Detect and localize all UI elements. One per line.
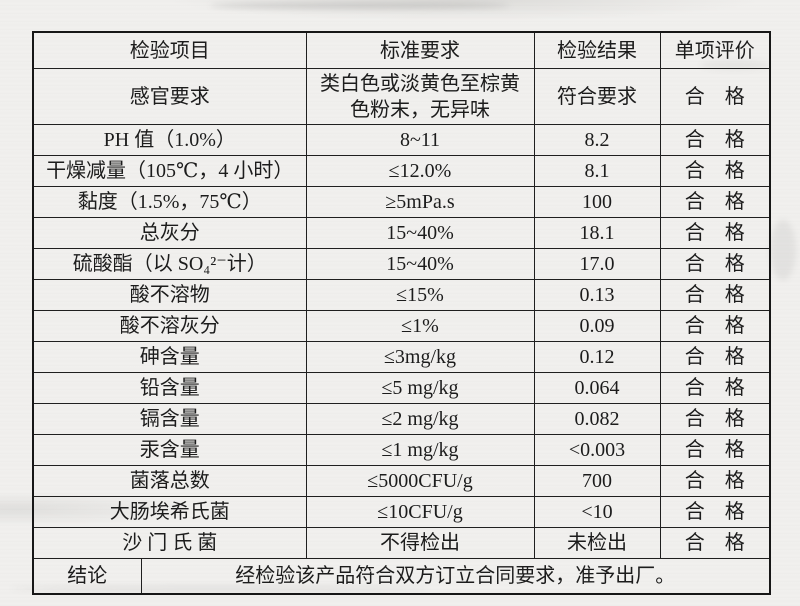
cell-evaluation: 合 格	[659, 465, 771, 497]
cell-item: 菌落总数	[32, 465, 307, 497]
cell-evaluation: 合 格	[659, 124, 771, 156]
cell-standard: ≤1%	[305, 310, 535, 342]
cell-standard: ≤1 mg/kg	[305, 434, 535, 466]
cell-standard: ≥5mPa.s	[305, 186, 535, 218]
cell-standard: 8~11	[305, 124, 535, 156]
table-row: 铅含量 ≤5 mg/kg 0.064 合 格	[32, 372, 771, 404]
cell-standard: 类白色或淡黄色至棕黄色粉末，无异味	[305, 68, 535, 125]
table-row: 砷含量 ≤3mg/kg 0.12 合 格	[32, 341, 771, 373]
table-row: 感官要求 类白色或淡黄色至棕黄色粉末，无异味 符合要求 合 格	[32, 68, 771, 125]
table-row: 酸不溶物 ≤15% 0.13 合 格	[32, 279, 771, 311]
scan-artifact	[770, 220, 796, 280]
cell-item: 沙 门 氏 菌	[32, 527, 307, 559]
cell-result: 0.082	[533, 403, 661, 435]
cell-evaluation: 合 格	[659, 310, 771, 342]
cell-evaluation: 合 格	[659, 155, 771, 187]
table-row: 黏度（1.5%，75℃） ≥5mPa.s 100 合 格	[32, 186, 771, 218]
cell-item: 硫酸酯（以 SO₄²⁻计）	[32, 248, 307, 280]
cell-standard: ≤5 mg/kg	[305, 372, 535, 404]
cell-evaluation: 合 格	[659, 341, 771, 373]
cell-result: 0.13	[533, 279, 661, 311]
cell-result: <0.003	[533, 434, 661, 466]
cell-item: 黏度（1.5%，75℃）	[32, 186, 307, 218]
cell-standard: 15~40%	[305, 248, 535, 280]
cell-standard: ≤2 mg/kg	[305, 403, 535, 435]
cell-item: 酸不溶物	[32, 279, 307, 311]
cell-item: 砷含量	[32, 341, 307, 373]
table-row: 沙 门 氏 菌 不得检出 未检出 合 格	[32, 527, 771, 559]
table-row: 汞含量 ≤1 mg/kg <0.003 合 格	[32, 434, 771, 466]
table-row: 镉含量 ≤2 mg/kg 0.082 合 格	[32, 403, 771, 435]
cell-standard: 不得检出	[305, 527, 535, 559]
cell-evaluation: 合 格	[659, 68, 771, 125]
table-row: 酸不溶灰分 ≤1% 0.09 合 格	[32, 310, 771, 342]
cell-standard: ≤15%	[305, 279, 535, 311]
table-header-row: 检验项目 标准要求 检验结果 单项评价	[32, 31, 771, 69]
cell-result: 未检出	[533, 527, 661, 559]
cell-item: 感官要求	[32, 68, 307, 125]
cell-standard: 15~40%	[305, 217, 535, 249]
conclusion-label: 结论	[32, 558, 142, 595]
cell-item: 酸不溶灰分	[32, 310, 307, 342]
column-header-standard: 标准要求	[305, 31, 535, 69]
cell-evaluation: 合 格	[659, 279, 771, 311]
cell-evaluation: 合 格	[659, 248, 771, 280]
cell-result: 100	[533, 186, 661, 218]
table-row: PH 值（1.0%） 8~11 8.2 合 格	[32, 124, 771, 156]
table-row: 总灰分 15~40% 18.1 合 格	[32, 217, 771, 249]
cell-result: 8.2	[533, 124, 661, 156]
table-row: 干燥减量（105℃，4 小时） ≤12.0% 8.1 合 格	[32, 155, 771, 187]
cell-evaluation: 合 格	[659, 217, 771, 249]
cell-evaluation: 合 格	[659, 186, 771, 218]
conclusion-text: 经检验该产品符合双方订立合同要求，准予出厂。	[140, 558, 771, 595]
table-row: 菌落总数 ≤5000CFU/g 700 合 格	[32, 465, 771, 497]
cell-item: 镉含量	[32, 403, 307, 435]
cell-item: 干燥减量（105℃，4 小时）	[32, 155, 307, 187]
column-header-evaluation: 单项评价	[659, 31, 771, 69]
cell-item: 汞含量	[32, 434, 307, 466]
cell-evaluation: 合 格	[659, 527, 771, 559]
cell-evaluation: 合 格	[659, 403, 771, 435]
table-row: 硫酸酯（以 SO₄²⁻计） 15~40% 17.0 合 格	[32, 248, 771, 280]
cell-result: 0.064	[533, 372, 661, 404]
column-header-result: 检验结果	[533, 31, 661, 69]
conclusion-row: 结论 经检验该产品符合双方订立合同要求，准予出厂。	[32, 558, 771, 595]
cell-result: <10	[533, 496, 661, 528]
cell-item: PH 值（1.0%）	[32, 124, 307, 156]
cell-item: 铅含量	[32, 372, 307, 404]
cell-result: 0.12	[533, 341, 661, 373]
scan-artifact	[210, 2, 510, 9]
cell-result: 18.1	[533, 217, 661, 249]
cell-item: 大肠埃希氏菌	[32, 496, 307, 528]
column-header-item: 检验项目	[32, 31, 307, 69]
cell-evaluation: 合 格	[659, 496, 771, 528]
cell-result: 0.09	[533, 310, 661, 342]
cell-result: 17.0	[533, 248, 661, 280]
cell-result: 符合要求	[533, 68, 661, 125]
cell-result: 700	[533, 465, 661, 497]
cell-result: 8.1	[533, 155, 661, 187]
cell-evaluation: 合 格	[659, 434, 771, 466]
table-row: 大肠埃希氏菌 ≤10CFU/g <10 合 格	[32, 496, 771, 528]
cell-evaluation: 合 格	[659, 372, 771, 404]
cell-standard: ≤5000CFU/g	[305, 465, 535, 497]
cell-standard: ≤10CFU/g	[305, 496, 535, 528]
cell-standard: ≤12.0%	[305, 155, 535, 187]
cell-item: 总灰分	[32, 217, 307, 249]
cell-standard: ≤3mg/kg	[305, 341, 535, 373]
inspection-report-table: 检验项目 标准要求 检验结果 单项评价 感官要求 类白色或淡黄色至棕黄色粉末，无…	[32, 31, 771, 595]
